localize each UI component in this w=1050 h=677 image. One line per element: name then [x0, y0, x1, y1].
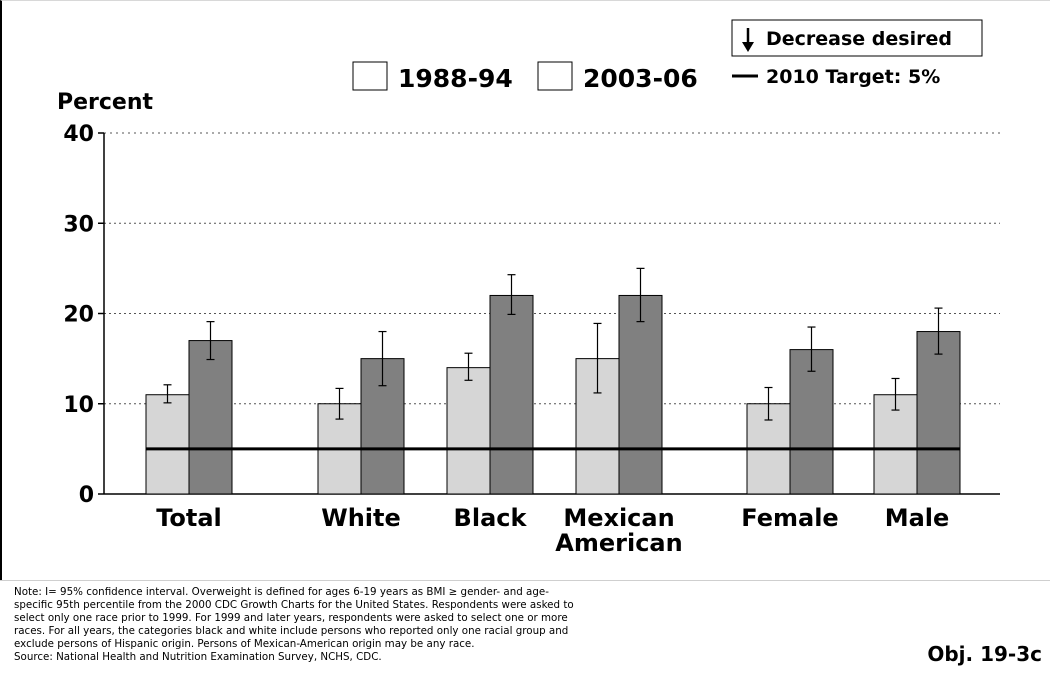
- footnote-line: exclude persons of Hispanic origin. Pers…: [14, 638, 475, 650]
- legend-swatch-2003-06: [537, 61, 573, 91]
- footnote-line: specific 95th percentile from the 2000 C…: [14, 599, 574, 611]
- error-bar: [378, 330, 387, 387]
- bar-2003-06-4: [789, 349, 834, 495]
- x-category-label: White: [321, 504, 401, 532]
- error-bar: [593, 322, 602, 394]
- y-tick-label: 40: [63, 122, 94, 147]
- footnote-line: select only one race prior to 1999. For …: [14, 612, 568, 624]
- y-tick-label: 10: [63, 393, 94, 418]
- y-axis-label: Percent: [57, 90, 154, 115]
- bars: [145, 294, 961, 495]
- footnote: Note: I= 95% confidence interval. Overwe…: [14, 586, 734, 664]
- decrease-desired-box: [731, 19, 983, 57]
- footnote-separator: [0, 580, 1050, 581]
- legend-label-1988-94: 1988-94: [398, 64, 513, 93]
- x-category-label: American: [555, 529, 682, 557]
- x-category-label: Male: [885, 504, 950, 532]
- down-arrow-icon: [742, 28, 754, 52]
- bar-1988-94-2: [446, 367, 491, 495]
- x-category-label: Total: [156, 504, 222, 532]
- legend-swatch-1988-94: [352, 61, 388, 91]
- error-bar: [807, 326, 816, 372]
- objective-label: Obj. 19-3c: [927, 642, 1042, 666]
- x-category-label: Female: [741, 504, 838, 532]
- gridlines: [104, 132, 1000, 405]
- bar-2003-06-5: [916, 331, 961, 495]
- y-tick-label: 20: [63, 303, 94, 328]
- footnote-line: races. For all years, the categories bla…: [14, 625, 569, 637]
- error-bar: [335, 387, 344, 420]
- bar-1988-94-3: [575, 358, 620, 495]
- y-axis-ticks: 0 10 20 30 40: [63, 122, 104, 508]
- footnote-line: Note: I= 95% confidence interval. Overwe…: [14, 586, 549, 598]
- x-category-label: Black: [454, 504, 528, 532]
- bar-chart: 0 10 20 30 40 Percent Total White Black Mexican…: [57, 19, 1000, 557]
- legend-label-2003-06: 2003-06: [583, 64, 698, 93]
- x-category-label: Mexican: [563, 504, 674, 532]
- footnote-line: Source: National Health and Nutrition Ex…: [14, 651, 382, 663]
- bar-2003-06-3: [618, 294, 663, 495]
- target-legend-label: 2010 Target: 5%: [766, 66, 940, 88]
- error-bar: [507, 274, 516, 316]
- decrease-desired-label: Decrease desired: [766, 28, 952, 50]
- y-tick-label: 30: [63, 212, 94, 237]
- error-bar: [636, 267, 645, 323]
- error-bar: [464, 352, 473, 381]
- bar-1988-94-0: [145, 394, 190, 495]
- bar-2003-06-0: [188, 340, 233, 495]
- error-bar: [163, 384, 172, 404]
- error-bar: [891, 377, 900, 411]
- error-bar: [764, 386, 773, 421]
- bar-2003-06-2: [489, 294, 534, 495]
- error-bar: [206, 321, 215, 361]
- y-tick-label: 0: [79, 483, 94, 508]
- error-bar: [934, 307, 943, 355]
- bar-1988-94-5: [873, 394, 918, 495]
- chart-frame: [0, 0, 1050, 581]
- error-bars: [163, 267, 943, 421]
